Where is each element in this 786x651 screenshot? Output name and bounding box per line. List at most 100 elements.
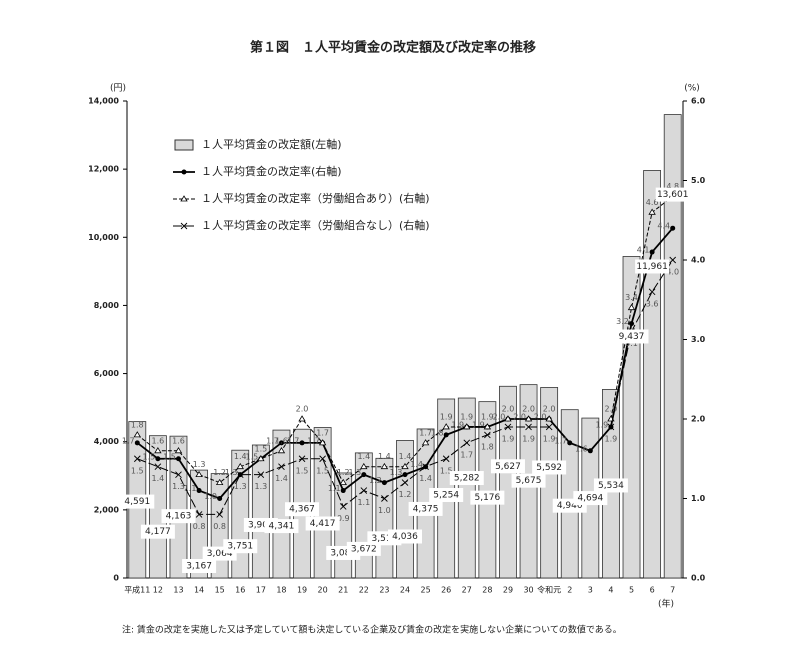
rate-value-label: 1.4: [378, 452, 391, 461]
rate-value-label: 4.6: [646, 198, 659, 207]
line-marker: [196, 488, 202, 494]
line-marker: [484, 431, 491, 439]
value-label-box: [285, 502, 320, 517]
line-marker: [504, 415, 512, 422]
rate-value-label: 1.9: [451, 420, 464, 429]
line-marker: [361, 472, 367, 478]
x-tick-label: 27: [462, 586, 472, 595]
line-marker: [607, 423, 615, 431]
rate-value-label: 1.3: [193, 460, 206, 469]
bar-value-label: 5,282: [454, 474, 480, 484]
rate-value-label: 1.3: [225, 468, 238, 477]
rate-value-label: 3.2: [616, 317, 629, 326]
value-label-box: [614, 329, 649, 344]
x-tick-label: 5: [629, 586, 634, 595]
line-marker: [257, 454, 265, 462]
line-marker: [402, 472, 408, 478]
rate-value-label: 1.7: [460, 450, 473, 459]
bar-value-label: 4,591: [124, 497, 150, 507]
rate-value-label: 1.4: [419, 474, 432, 483]
rate-value-label: 1.4: [234, 452, 247, 461]
line-marker: [483, 423, 492, 430]
line-marker: [463, 423, 471, 430]
y2-tick-label: 0.0: [691, 574, 706, 583]
rate-value-label: 0.8: [213, 522, 226, 531]
line-marker: [216, 511, 223, 518]
y2-tick-label: 4.0: [691, 256, 706, 265]
line-marker: [175, 471, 182, 478]
value-label-box: [161, 509, 196, 524]
bar-value-label: 4,341: [269, 522, 295, 532]
x-tick-label: 30: [523, 586, 533, 595]
x-unit: (年): [658, 598, 674, 610]
rate-value-label: 1.9: [605, 434, 618, 443]
line-marker: [422, 463, 429, 471]
bar-value-label: 4,940: [557, 501, 583, 511]
x-tick-label: 6: [650, 586, 655, 595]
line-marker: [381, 480, 387, 486]
rate-value-label: 0.8: [193, 522, 206, 531]
bar-value-label: 3,064: [207, 549, 233, 559]
y2-tick-label: 3.0: [691, 335, 706, 344]
value-label-box: [305, 516, 340, 531]
value-label-box: [223, 539, 258, 554]
rate-value-label: 4.1: [637, 246, 650, 255]
bar-value-label: 4,367: [289, 505, 315, 515]
rate-value-label: 1.0: [378, 506, 391, 515]
rate-value-label: 4.4: [657, 222, 670, 231]
legend-swatch: [174, 139, 194, 151]
rate-value-label: 3.4: [625, 293, 638, 302]
bar-value-label: 4,177: [145, 527, 171, 537]
rate-value-label: 1.4: [275, 474, 288, 483]
rate-value-label: 1.2: [369, 476, 382, 485]
value-label-box: [470, 490, 505, 505]
y-tick-label: 10,000: [88, 233, 119, 242]
y2-tick-label: 2.0: [691, 415, 706, 424]
rate-value-label: 1.1: [328, 484, 341, 493]
line-marker: [340, 488, 346, 494]
bar-value-label: 4,375: [413, 504, 439, 514]
rate-value-label: 1.9: [543, 434, 556, 443]
rate-value-label: 1.7: [316, 428, 329, 437]
bar-value-label: 5,592: [536, 463, 562, 473]
rate-value-label: 1.2: [337, 468, 350, 477]
y-tick-label: 14,000: [88, 97, 119, 106]
rate-value-label: 1.8: [131, 420, 144, 429]
bar-value-label: 4,163: [166, 512, 192, 522]
legend-marker: [180, 222, 188, 230]
x-tick-label: 24: [400, 586, 410, 595]
y-tick-label: 0: [113, 574, 119, 583]
line-marker: [545, 423, 553, 431]
rate-value-label: 1.5: [440, 466, 453, 475]
line-marker: [442, 455, 450, 463]
rate-value-label: 1.1: [184, 484, 197, 493]
x-tick-label: 4: [608, 586, 613, 595]
value-label-box: [490, 459, 525, 474]
bar-value-label: 3,672: [351, 544, 377, 554]
bar-value-label: 13,601: [657, 190, 689, 200]
bar-value-label: 4,036: [392, 532, 418, 542]
line-marker: [669, 256, 677, 264]
legend-label: １人平均賃金の改定率（労働組合あり）(右軸): [201, 191, 430, 205]
y2-tick-label: 5.0: [691, 176, 706, 185]
rate-value-label: 2.0: [502, 405, 515, 414]
x-tick-label: 29: [503, 586, 513, 595]
rate-value-label: 1.4: [152, 474, 165, 483]
rate-value-label: 1.9: [502, 434, 515, 443]
bar: [169, 435, 188, 579]
rate-value-label: 1.6: [275, 436, 288, 445]
line-marker: [421, 439, 430, 446]
rate-value-label: 1.7: [266, 436, 279, 445]
line-marker: [401, 462, 409, 470]
value-label-box: [182, 559, 217, 573]
line-marker: [401, 479, 409, 486]
x-tick-label: 21: [338, 586, 348, 595]
x-tick-label: 平成11: [124, 585, 150, 595]
x-tick-label: 15: [215, 586, 225, 595]
rate-value-label: 4.0: [666, 268, 679, 277]
value-label-box: [408, 501, 443, 516]
rate-value-label: 2.0: [534, 413, 547, 422]
rate-value-label: 1.4: [357, 452, 370, 461]
line-marker: [443, 432, 449, 438]
rate-value-label: 1.8: [431, 428, 444, 437]
